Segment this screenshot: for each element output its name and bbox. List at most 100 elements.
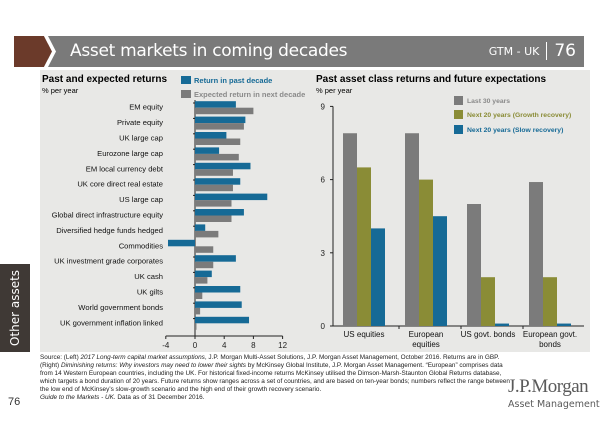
footnote-line: (Right) Diminishing returns: Why investo… (40, 362, 510, 370)
footnote-line: Guide to the Markets - UK. Data as of 31… (40, 394, 510, 402)
left-chart-category-label: US large cap (119, 195, 163, 204)
left-chart-subtitle: % per year (42, 86, 79, 95)
left-chart-bar (195, 230, 219, 238)
right-chart-bar (467, 204, 481, 326)
page-title: Asset markets in coming decades (70, 41, 348, 61)
left-chart-category-label: Global direct infrastructure equity (52, 211, 164, 220)
right-chart-y-tick-label: 9 (321, 102, 326, 111)
left-chart-bar (195, 116, 246, 124)
left-chart-category-label: UK investment grade corporates (54, 257, 163, 266)
footnote-segment: 2017 Long-term capital market assumption… (80, 354, 205, 361)
left-chart-category-label: Commodities (119, 241, 164, 250)
left-chart-bar (195, 178, 241, 185)
left-chart-category-label: Private equity (117, 118, 163, 127)
right-chart-bar (405, 133, 419, 326)
footnote-segment: by McKinsey Global Institute, J.P. Morga… (246, 362, 503, 370)
header-page-info: GTM - UK 76 (489, 41, 576, 61)
right-chart-category-label: European govt. (523, 330, 577, 339)
right-chart-category-label: US govt. bonds (461, 330, 516, 339)
left-chart-bar (195, 301, 242, 308)
left-chart-bar (195, 270, 212, 278)
header-page-number: 76 (554, 41, 576, 61)
left-chart-x-tick-label: 12 (278, 341, 287, 350)
left-chart-bar (195, 292, 203, 299)
legend-label-past-decade: Return in past decade (194, 76, 272, 85)
left-chart-category-label: UK cash (134, 272, 163, 281)
left-chart-bar (167, 239, 195, 247)
left-chart-bar (195, 123, 244, 130)
footnote-segment: , J.P. Morgan Multi-Asset Solutions, J.P… (204, 354, 500, 361)
right-chart-category-label: European (409, 330, 444, 339)
right-chart-y-tick-label: 6 (321, 176, 326, 185)
left-chart-bar (195, 101, 236, 108)
left-chart-bar (195, 323, 197, 330)
left-chart-category-label: UK core direct real estate (77, 180, 163, 189)
footnote-segment: Guide to the Markets - UK. (40, 394, 116, 402)
left-chart-bar (195, 107, 254, 115)
left-chart-bar (195, 307, 201, 315)
footnote-segment: Source: (Left) (40, 354, 81, 361)
footnote-segment: Diminishing returns: Why investors may n… (60, 362, 246, 370)
left-chart-x-tick-label: 0 (193, 341, 198, 350)
left-chart-bar (195, 224, 206, 231)
legend-swatch-last-30 (454, 96, 463, 105)
left-chart-category-label: UK government inflation linked (60, 318, 163, 327)
left-chart-bar (195, 138, 241, 145)
left-chart-legend: Return in past decade Expected return in… (181, 76, 305, 99)
left-chart-bar (195, 215, 232, 222)
right-chart-title: Past asset class returns and future expe… (316, 74, 547, 85)
footnote-line: which targets a bond duration of 20 year… (40, 378, 510, 386)
left-chart-category-label: EM local currency debt (86, 164, 164, 173)
right-chart-subtitle: % per year (316, 86, 353, 95)
page-number: 76 (8, 396, 21, 408)
logo-subtitle: Asset Management (508, 399, 600, 410)
logo-brand: J.P.Morgan (508, 376, 589, 397)
right-chart-bar (543, 277, 557, 326)
legend-swatch-slow (454, 125, 463, 134)
right-chart-bar (371, 228, 385, 326)
left-chart-plot: -4 0 4 8 12 EM equity Private equity UK large c… (52, 100, 288, 350)
right-chart-bar (529, 182, 543, 326)
section-chevron-icon (14, 36, 56, 67)
legend-label-last-30: Last 30 years (467, 98, 510, 105)
legend-label-next-decade: Expected return in next decade (194, 90, 305, 99)
left-chart-x-tick-label: 8 (251, 341, 256, 350)
legend-label-growth: Next 20 years (Growth recovery) (467, 112, 571, 119)
left-chart-bar (195, 193, 268, 201)
right-chart-category-label: equities (412, 340, 440, 349)
section-label: GTM - UK (488, 44, 540, 58)
footnote-segment: which targets a bond duration of 20 year… (40, 378, 510, 386)
left-chart-bar (195, 184, 233, 192)
left-chart-category-label: EM equity (129, 103, 163, 112)
footnote-line: Source: (Left) 2017 Long-term capital ma… (40, 354, 510, 362)
left-chart-x-tick-label: 4 (222, 341, 227, 350)
right-chart-bar (357, 167, 371, 326)
right-chart-y-tick-label: 3 (321, 249, 326, 258)
left-chart-bar (195, 261, 214, 269)
right-chart-bar (481, 277, 495, 326)
left-chart-category-label: Eurozone large cap (97, 149, 163, 158)
footnote-line: the low end of McKinsey’s slow-growth sc… (40, 386, 510, 394)
footnote-segment: from 14 Western European countries, incl… (40, 370, 502, 378)
right-chart-legend: Last 30 years Next 20 years (Growth reco… (454, 96, 571, 134)
left-chart-bar (195, 169, 233, 176)
left-chart-bar (195, 255, 236, 262)
header-divider (546, 42, 548, 60)
left-chart-category-label: UK large cap (119, 134, 163, 143)
side-tab-other-assets[interactable]: Other assets (0, 264, 30, 352)
left-chart-title: Past and expected returns (42, 74, 167, 85)
jpmorgan-logo: J.P.Morgan Asset Management (508, 376, 600, 410)
left-chart-x-tick-label: -4 (162, 341, 170, 350)
left-chart-bar (195, 209, 244, 216)
right-chart-bar (419, 179, 433, 326)
left-chart-bar (195, 200, 232, 207)
right-chart-category-label: bonds (539, 340, 561, 349)
right-chart-y-tick-label: 0 (321, 322, 326, 331)
left-chart-bar (195, 286, 241, 293)
legend-swatch-growth (454, 110, 463, 119)
legend-swatch-past-decade (181, 76, 191, 84)
right-chart-bar (433, 216, 447, 326)
legend-swatch-next-decade (181, 90, 191, 98)
